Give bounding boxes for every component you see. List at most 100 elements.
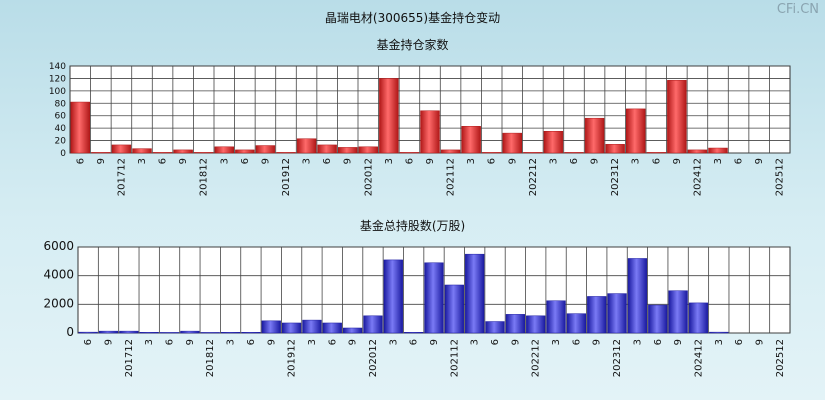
x-tick-label: 6 xyxy=(327,339,338,345)
bar xyxy=(358,146,378,154)
bar xyxy=(214,146,234,154)
x-tick-label: 9 xyxy=(429,339,440,345)
bar xyxy=(276,152,296,154)
bar xyxy=(255,145,276,154)
bar xyxy=(281,322,302,334)
bar xyxy=(152,152,173,154)
y-tick-label: 100 xyxy=(49,87,66,97)
x-tick-label: 202212 xyxy=(528,158,539,196)
x-tick-label: 201812 xyxy=(199,158,210,196)
bar xyxy=(139,332,159,334)
bar xyxy=(159,332,180,334)
x-tick-label: 201712 xyxy=(116,158,127,196)
bar xyxy=(708,147,728,154)
x-tick-label: 202412 xyxy=(693,339,704,377)
x-tick-label: 9 xyxy=(590,158,601,164)
bar xyxy=(584,117,605,154)
x-tick-label: 6 xyxy=(490,339,501,345)
x-tick-label: 9 xyxy=(673,339,684,345)
bar xyxy=(261,320,281,334)
bar xyxy=(379,78,399,154)
bar xyxy=(444,284,464,334)
x-tick-label: 201812 xyxy=(205,339,216,377)
bar xyxy=(461,126,481,154)
bar xyxy=(688,302,709,334)
x-tick-label: 9 xyxy=(104,339,115,345)
bar xyxy=(200,332,220,334)
y-tick-label: 0 xyxy=(66,325,74,339)
bar xyxy=(404,332,424,334)
bar xyxy=(241,332,261,334)
bar xyxy=(482,152,502,154)
x-tick-label: 6 xyxy=(83,339,94,345)
x-tick-label: 3 xyxy=(384,158,395,164)
y-tick-label: 140 xyxy=(49,62,66,72)
bar xyxy=(111,144,132,154)
bar xyxy=(564,152,584,154)
bar xyxy=(526,315,546,334)
x-tick-label: 6 xyxy=(158,158,169,164)
x-tick-label: 3 xyxy=(226,339,237,345)
y-tick-label: 80 xyxy=(55,99,67,109)
x-tick-label: 9 xyxy=(266,339,277,345)
x-tick-label: 3 xyxy=(137,158,148,164)
x-tick-label: 202112 xyxy=(446,158,457,196)
x-tick-label: 9 xyxy=(754,339,765,345)
bar xyxy=(502,132,522,154)
bar xyxy=(180,330,200,334)
bar xyxy=(605,144,625,154)
bar xyxy=(607,293,627,334)
x-tick-label: 9 xyxy=(510,339,521,345)
bar xyxy=(626,108,646,154)
y-tick-label: 6000 xyxy=(43,239,74,253)
bar xyxy=(587,296,607,334)
x-tick-label: 9 xyxy=(754,158,765,164)
chart2-subtitle: 基金总持股数(万股) xyxy=(359,219,466,233)
bar xyxy=(343,327,363,334)
x-tick-label: 3 xyxy=(713,158,724,164)
x-tick-label: 6 xyxy=(322,158,333,164)
bar xyxy=(338,147,358,154)
bar xyxy=(91,152,111,154)
y-tick-label: 40 xyxy=(55,124,67,134)
x-tick-label: 6 xyxy=(651,158,662,164)
x-tick-label: 6 xyxy=(75,158,86,164)
x-tick-label: 202012 xyxy=(368,339,379,377)
x-tick-label: 3 xyxy=(551,339,562,345)
x-tick-label: 3 xyxy=(388,339,399,345)
bar xyxy=(317,144,337,154)
x-tick-label: 6 xyxy=(246,339,257,345)
chart-title: 晶瑞电材(300655)基金持仓变动 xyxy=(324,11,501,25)
chart1-subtitle: 基金持仓家数 xyxy=(376,38,449,52)
bar xyxy=(302,319,322,334)
x-tick-label: 3 xyxy=(470,339,481,345)
x-tick-label: 202212 xyxy=(531,339,542,377)
bar xyxy=(687,149,708,154)
x-tick-label: 9 xyxy=(348,339,359,345)
bar xyxy=(709,331,729,334)
x-tick-label: 6 xyxy=(653,339,664,345)
bar xyxy=(132,148,152,154)
bar xyxy=(399,152,420,154)
watermark-logo: CFi.CN xyxy=(776,2,819,17)
bar xyxy=(440,149,461,154)
bar xyxy=(485,321,505,334)
x-tick-label: 3 xyxy=(466,158,477,164)
x-tick-label: 9 xyxy=(260,158,271,164)
y-tick-label: 20 xyxy=(55,137,67,147)
x-tick-label: 3 xyxy=(219,158,230,164)
bar xyxy=(505,314,525,334)
x-tick-label: 202012 xyxy=(363,158,374,196)
bar xyxy=(566,313,587,334)
x-tick-label: 9 xyxy=(592,339,603,345)
x-tick-label: 3 xyxy=(632,339,643,345)
bar xyxy=(648,304,668,334)
x-tick-label: 6 xyxy=(240,158,251,164)
bar xyxy=(296,138,317,154)
bar xyxy=(119,330,139,334)
x-tick-label: 3 xyxy=(302,158,313,164)
x-tick-label: 9 xyxy=(96,158,107,164)
bar xyxy=(383,259,403,334)
